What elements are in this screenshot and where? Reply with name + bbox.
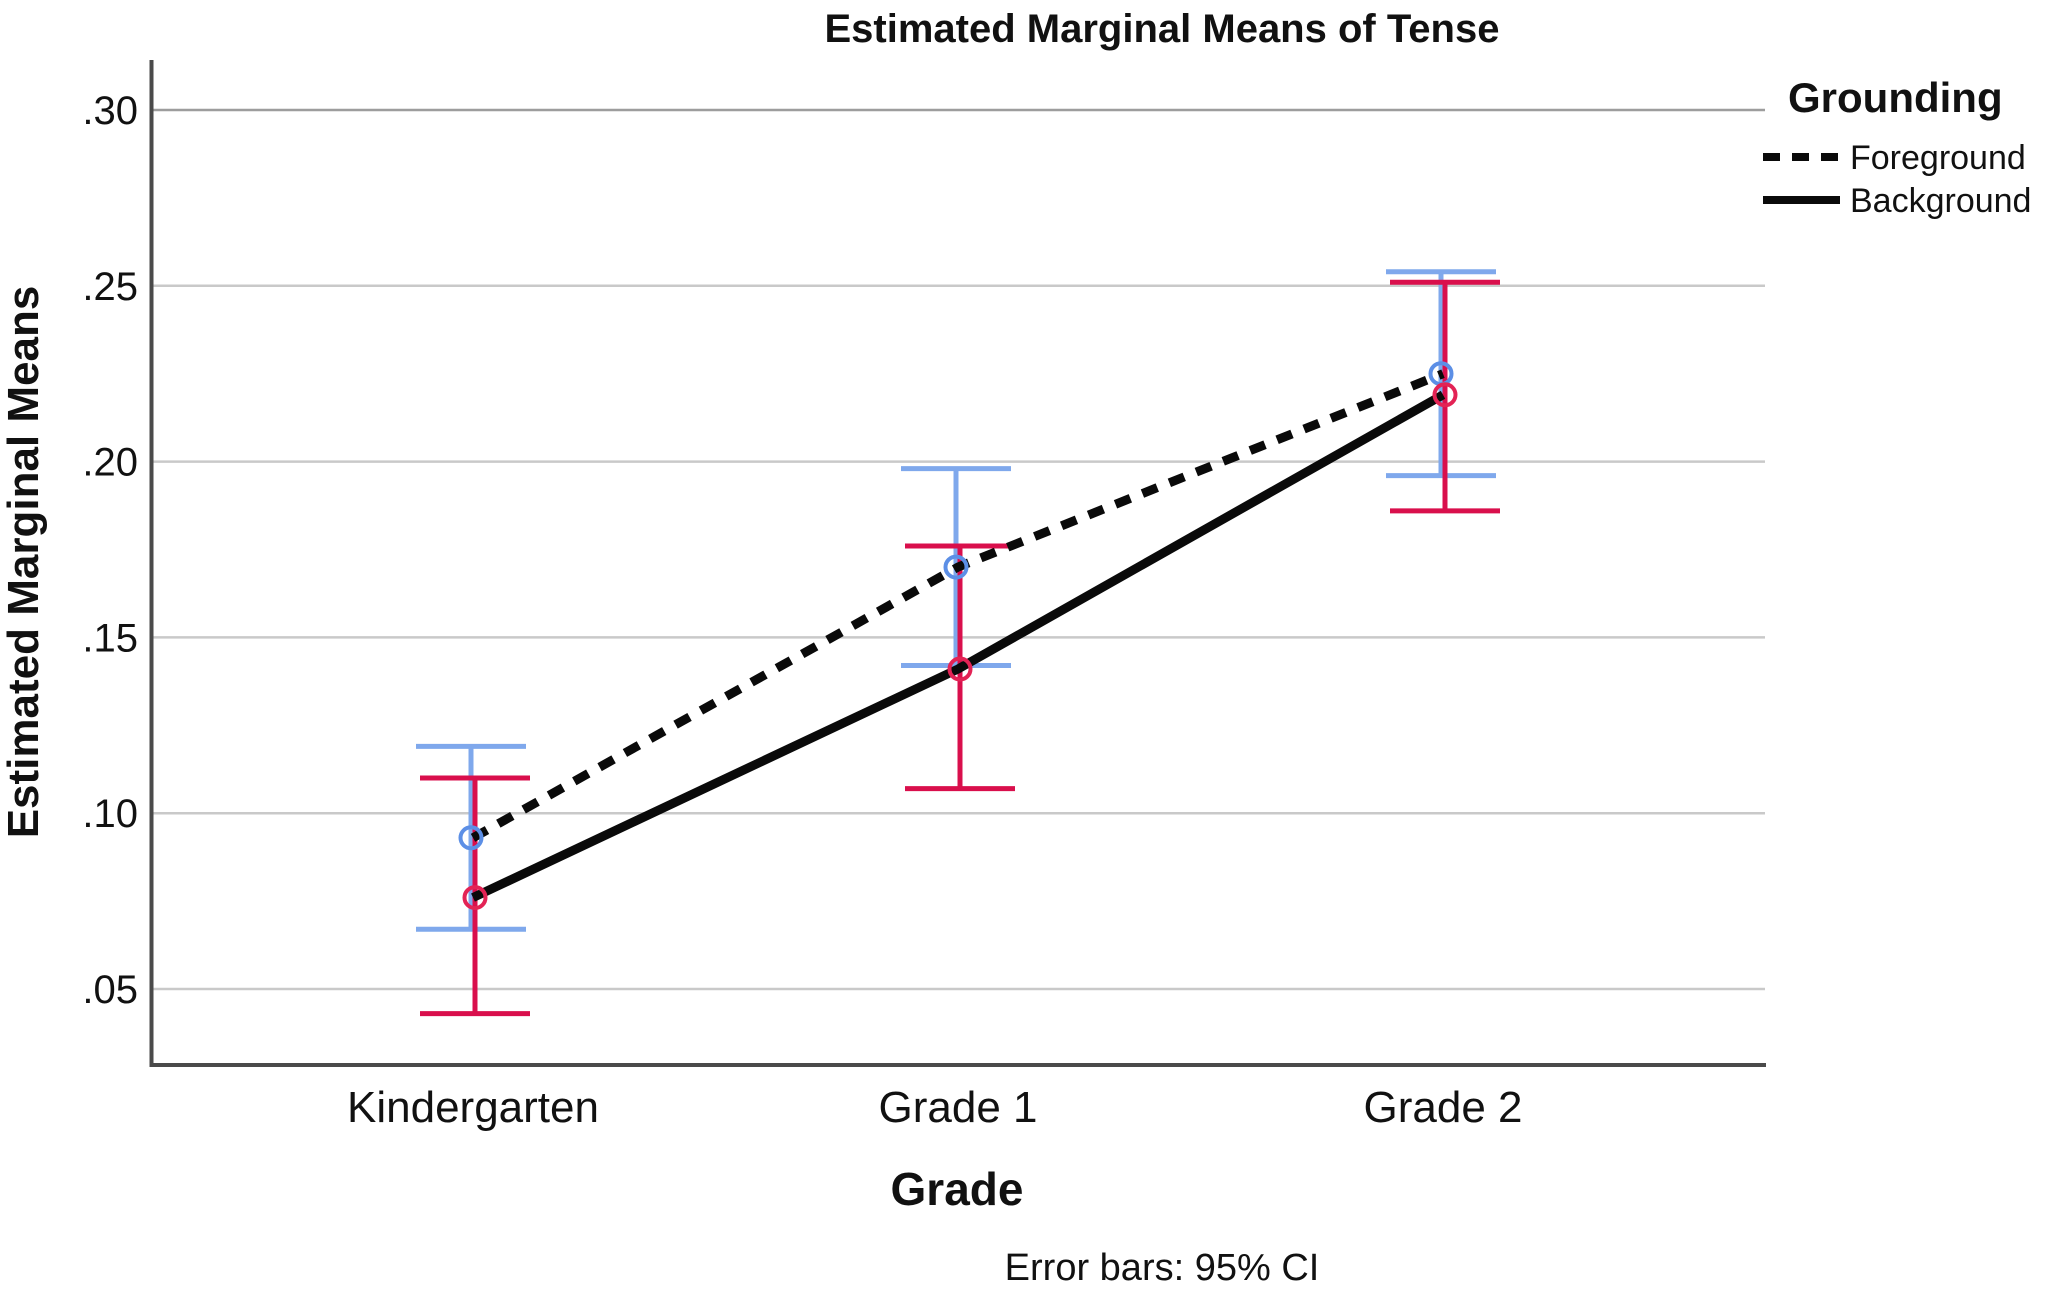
x-axis-title: Grade [891, 1163, 1024, 1215]
y-tick-label: .25 [82, 265, 138, 309]
y-tick-labels: .30 .25 .20 .15 .10 .05 [82, 89, 138, 1012]
x-tick-label: Grade 2 [1364, 1083, 1523, 1132]
data-point-marker-background [947, 656, 973, 682]
gridlines [152, 108, 1765, 991]
data-point-marker-background [1432, 382, 1458, 408]
series-markers [458, 361, 1458, 911]
x-tick-label: Grade 1 [879, 1083, 1038, 1132]
legend-title: Grounding [1788, 74, 2003, 121]
chart-title: Estimated Marginal Means of Tense [825, 7, 1500, 51]
data-point-marker-background [462, 885, 488, 911]
series-line-background [471, 390, 1446, 902]
error-bars [416, 269, 1500, 1017]
x-tick-label: Kindergarten [347, 1083, 599, 1132]
legend-label-background: Background [1850, 182, 2031, 220]
legend-label-foreground: Foreground [1850, 139, 2026, 177]
data-point-marker-foreground [943, 554, 969, 580]
data-point-marker-foreground [458, 825, 484, 851]
y-axis-title: Estimated Marginal Means [0, 286, 48, 839]
series-line-foreground [470, 369, 1445, 842]
y-tick-label: .10 [82, 792, 138, 836]
series-lines [470, 369, 1446, 902]
error-bars-footnote: Error bars: 95% CI [1005, 1247, 1320, 1289]
y-tick-label: .05 [82, 968, 138, 1012]
y-tick-label: .20 [82, 441, 138, 485]
x-tick-labels: Kindergarten Grade 1 Grade 2 [347, 1083, 1522, 1132]
y-tick-label: .30 [82, 89, 138, 133]
legend-items: Foreground Background [1763, 139, 2031, 220]
y-tick-label: .15 [82, 616, 138, 660]
